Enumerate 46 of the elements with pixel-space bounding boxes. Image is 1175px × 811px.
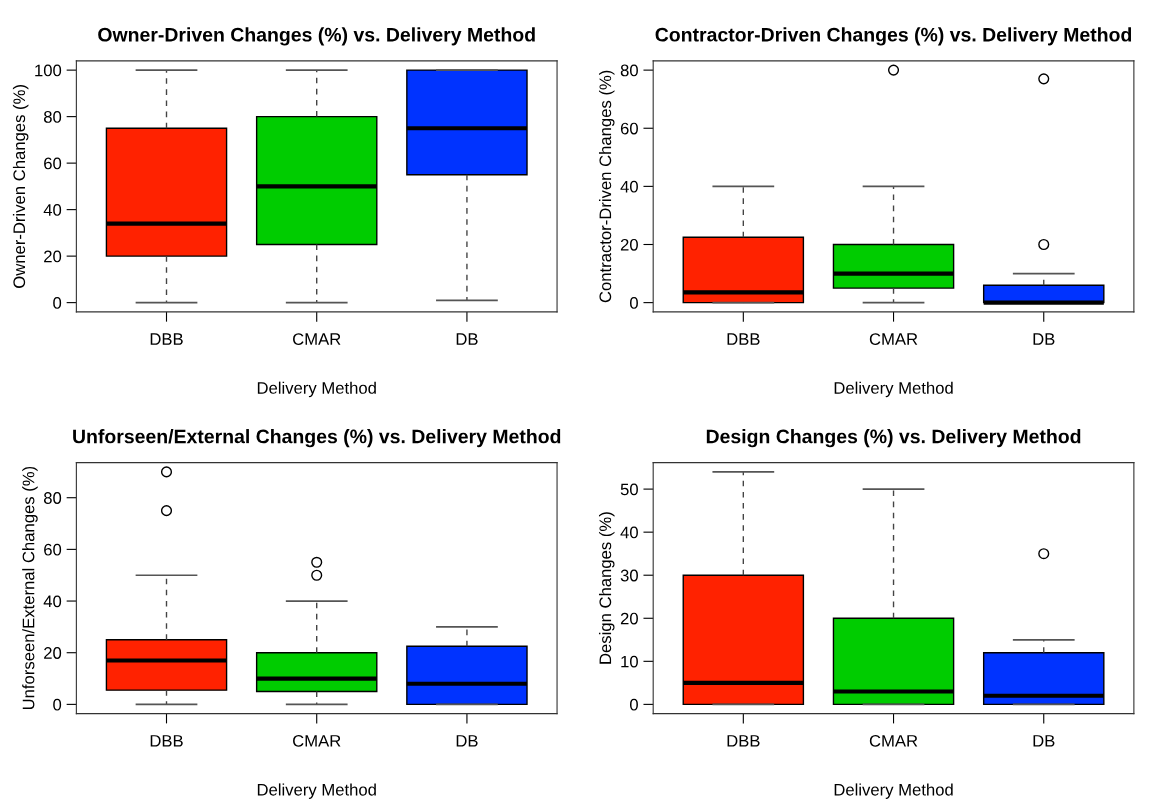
y-axis-title: Unforseen/External Changes (%) [22, 466, 38, 710]
x-tick-label: DBB [727, 333, 760, 345]
y-tick-label: 40 [43, 595, 62, 608]
x-tick-label: CMAR [869, 333, 918, 345]
y-tick-label: 100 [35, 64, 62, 77]
y-tick-label: 40 [620, 526, 638, 539]
y-axis-title: Contractor-Driven Changes (%) [598, 70, 615, 303]
y-tick-label: 40 [43, 204, 62, 216]
x-tick-label: DB [1033, 333, 1055, 345]
y-axis-title: Owner-Driven Changes (%) [12, 85, 29, 288]
x-axis-title: Delivery Method [257, 381, 376, 398]
x-axis-title: Delivery Method [834, 381, 953, 398]
y-tick-label: 50 [620, 483, 638, 496]
y-axis-title: Design Changes (%) [598, 512, 615, 664]
y-tick-label: 30 [620, 569, 638, 582]
chart-title: Contractor-Driven Changes (%) vs. Delivery Method [655, 27, 1132, 46]
x-tick-label: DBB [150, 735, 183, 747]
y-tick-label: 20 [44, 250, 62, 263]
y-tick-label: 60 [44, 157, 62, 170]
x-tick-label: CMAR [293, 734, 341, 747]
x-tick-label: DB [456, 333, 478, 345]
y-tick-label: 0 [53, 698, 62, 711]
y-tick-label: 0 [53, 297, 62, 309]
y-tick-label: 0 [629, 698, 638, 711]
x-axis-title: Delivery Method [834, 783, 953, 799]
x-axis-title: Delivery Method [257, 783, 376, 799]
x-tick-label: DB [1033, 735, 1055, 747]
y-tick-label: 80 [43, 492, 62, 504]
x-tick-label: DBB [727, 735, 760, 747]
y-tick-label: 20 [620, 238, 638, 251]
y-tick-label: 10 [621, 655, 638, 668]
y-tick-label: 80 [43, 111, 62, 123]
chart-title: Design Changes (%) vs. Delivery Method [706, 429, 1081, 448]
chart-title: Unforseen/External Changes (%) vs. Delivery Method [73, 429, 561, 448]
x-tick-label: DB [456, 735, 478, 747]
x-tick-label: DBB [150, 333, 183, 345]
y-tick-label: 40 [620, 180, 638, 193]
x-tick-label: CMAR [869, 734, 918, 747]
y-tick-label: 20 [620, 612, 638, 625]
y-tick-label: 80 [620, 64, 638, 77]
x-tick-label: CMAR [293, 333, 341, 345]
y-tick-label: 0 [629, 297, 638, 309]
chart-title: Owner-Driven Changes (%) vs. Delivery Method [98, 27, 535, 46]
y-tick-label: 20 [44, 647, 62, 659]
y-tick-label: 60 [620, 122, 638, 135]
y-tick-label: 60 [44, 543, 62, 556]
